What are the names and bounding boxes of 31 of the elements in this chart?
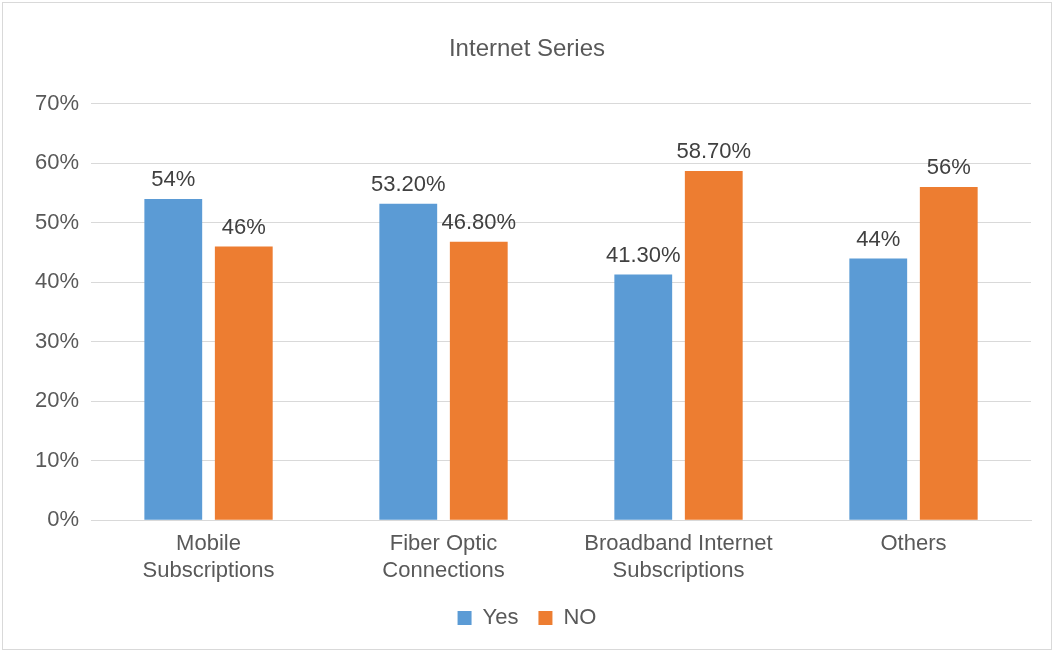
- legend-label: NO: [563, 604, 597, 630]
- y-tick-label: 20%: [34, 387, 80, 413]
- bar: [614, 274, 673, 520]
- data-label: 58.70%: [676, 138, 752, 164]
- x-tick-label: Broadband Internet Subscriptions: [584, 530, 773, 582]
- y-tick-label: 50%: [34, 208, 80, 234]
- x-tick-label: Fiber Optic Connections: [382, 530, 505, 582]
- y-tick-label: 0%: [47, 506, 80, 532]
- bar: [144, 198, 203, 520]
- y-tick-label: 70%: [34, 89, 80, 115]
- x-tick-label: Mobile Subscriptions: [142, 530, 275, 582]
- y-tick-label: 60%: [34, 149, 80, 175]
- bar: [214, 246, 273, 520]
- data-label: 46.80%: [441, 208, 517, 234]
- y-tick-label: 30%: [34, 327, 80, 353]
- bar: [919, 187, 978, 520]
- data-label: 56%: [926, 154, 971, 180]
- chart-title: Internet Series: [448, 34, 606, 62]
- y-tick-label: 10%: [34, 446, 80, 472]
- legend-label: Yes: [482, 604, 519, 630]
- bar: [849, 258, 908, 520]
- data-label: 54%: [151, 166, 196, 192]
- data-label: 53.20%: [370, 170, 446, 196]
- x-tick-label: Others: [880, 530, 947, 556]
- data-label: 46%: [221, 213, 266, 239]
- data-label: 41.30%: [605, 241, 681, 267]
- y-tick-label: 40%: [34, 268, 80, 294]
- data-label: 44%: [856, 225, 901, 251]
- bar: [684, 171, 743, 520]
- bar: [379, 203, 438, 520]
- bar: [449, 241, 508, 520]
